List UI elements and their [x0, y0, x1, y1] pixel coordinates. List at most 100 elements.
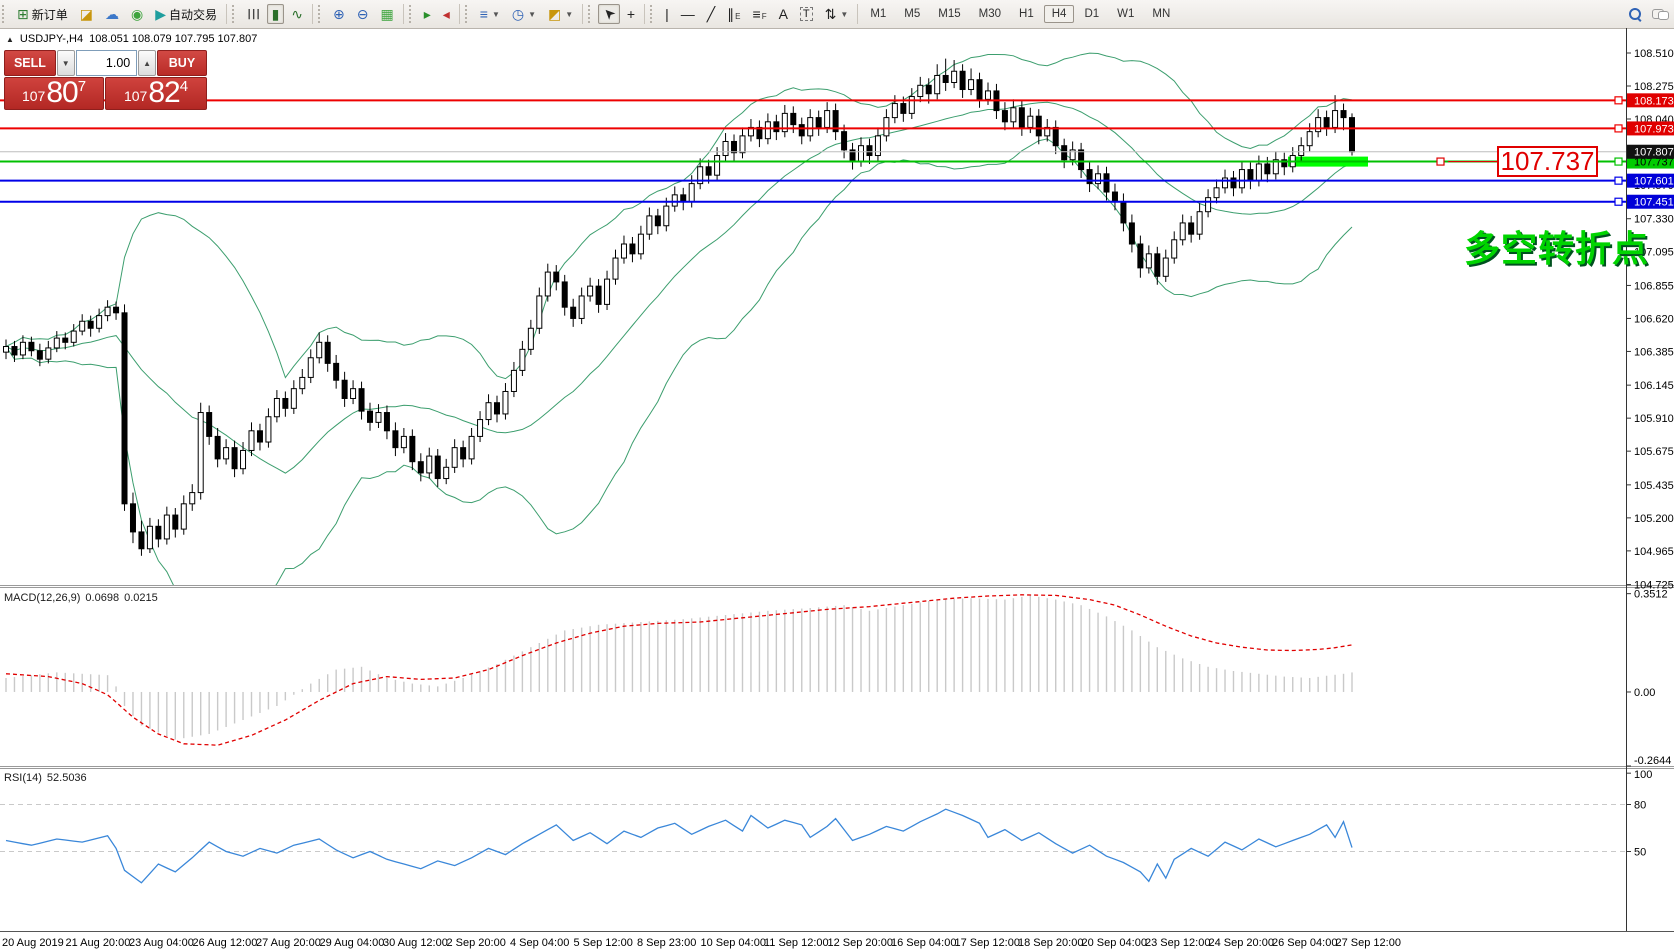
horizontal-line-icon: —: [680, 6, 695, 22]
chart-shift-button[interactable]: ◂: [438, 4, 455, 24]
svg-text:17 Sep 12:00: 17 Sep 12:00: [955, 937, 1020, 949]
chat-icon[interactable]: [1652, 8, 1669, 20]
autotrading-button-label: 自动交易: [168, 7, 217, 22]
svg-text:26 Sep 04:00: 26 Sep 04:00: [1272, 937, 1337, 949]
dropdown-arrow-icon[interactable]: ▼: [491, 9, 500, 19]
timeframe-d1-button[interactable]: D1: [1084, 8, 1100, 20]
volume-increase-button[interactable]: ▲: [138, 50, 156, 76]
svg-text:106.385: 106.385: [1634, 346, 1674, 358]
chart-canvas: 108.510108.275108.040107.805107.570107.3…: [0, 28, 1674, 949]
sell-button[interactable]: SELL: [4, 50, 56, 76]
line-chart-icon: ∿: [291, 6, 304, 22]
timeframe-h4-button[interactable]: H4: [1043, 5, 1075, 23]
svg-text:12 Sep 20:00: 12 Sep 20:00: [828, 937, 893, 949]
svg-text:5 Sep 12:00: 5 Sep 12:00: [574, 937, 633, 949]
svg-text:106.855: 106.855: [1634, 280, 1674, 292]
buy-price-prefix: 107: [123, 88, 148, 104]
templates-button[interactable]: ◩ ▼: [543, 4, 578, 24]
text-button[interactable]: A: [774, 4, 793, 24]
channel-button[interactable]: ∥ E: [722, 4, 745, 24]
line-chart-button[interactable]: ∿: [286, 4, 308, 24]
svg-text:50: 50: [1634, 847, 1646, 859]
svg-text:80: 80: [1634, 800, 1646, 812]
autotrading-button[interactable]: ▶ 自动交易: [150, 4, 222, 24]
timeframe-w1-button[interactable]: W1: [1117, 8, 1135, 20]
hline-object-107.451[interactable]: [0, 197, 1626, 206]
sell-price-button[interactable]: 107 80 7: [4, 77, 105, 110]
autoscroll-button[interactable]: ▸: [419, 4, 436, 24]
label-icon: T: [799, 7, 813, 21]
symbol-period-label: USDJPY-,H4: [19, 33, 84, 45]
arrows-button[interactable]: ⇅ ▼: [820, 4, 854, 24]
svg-text:21 Aug 20:00: 21 Aug 20:00: [66, 937, 131, 949]
new-order-button[interactable]: ⊞ 新订单: [12, 4, 73, 24]
label-anchor-square[interactable]: [1436, 157, 1445, 166]
timeframe-m30-button[interactable]: M30: [978, 8, 1002, 20]
dropdown-arrow-icon[interactable]: ▼: [565, 9, 574, 19]
macd-signal-value: 0.0215: [124, 592, 158, 604]
trendline-button[interactable]: ╱: [702, 4, 720, 24]
vertical-line-button[interactable]: |: [660, 4, 674, 24]
current-price-badge: 107.807: [1627, 144, 1674, 159]
svg-text:108.275: 108.275: [1634, 81, 1674, 93]
cursor-button[interactable]: ➤: [598, 4, 620, 24]
horizontal-line-button[interactable]: —: [676, 4, 700, 24]
turning-point-annotation[interactable]: 多空转折点: [1464, 228, 1650, 269]
zoom-out-icon: ⊖: [356, 6, 369, 22]
bollinger-bands: [5, 52, 1353, 585]
bar-chart-button[interactable]: ☰: [242, 4, 265, 24]
hline-object-107.973[interactable]: [0, 124, 1626, 133]
fibonacci-icon: ≡: [752, 6, 761, 22]
one-click-trading-panel: SELL ▼ 1.00 ▲ BUY 107 80 7 107 82 4: [4, 50, 208, 110]
hline-object-107.601[interactable]: [0, 176, 1626, 185]
main-toolbar: ⊞ 新订单 ◪ ☁ ◉ ▶ 自动交易 ☰ ▮ ∿ ⊕ ⊖ ▦ ▸ ◂ ≡ ▼ ◷ ▼ ◩ ▼ ➤ + | — ╱ ∥ E ≡ F A T ⇅ ▼ M…: [0, 0, 1674, 29]
buy-price-button[interactable]: 107 82 4: [105, 77, 207, 110]
candlesticks: [3, 58, 1355, 556]
zoom-in-button[interactable]: ⊕: [328, 4, 350, 24]
timeframe-m1-button[interactable]: M1: [870, 8, 887, 20]
macd-indicator-label: MACD(12,26,9) 0.0698 0.0215: [4, 592, 158, 604]
search-icon[interactable]: [1629, 7, 1642, 22]
fibonacci-button[interactable]: ≡ F: [748, 4, 772, 24]
profiles-button[interactable]: ☁: [100, 4, 124, 24]
collapse-panel-icon[interactable]: ▲: [6, 34, 14, 44]
timeframe-m15-button[interactable]: M15: [938, 8, 961, 20]
svg-text:108.510: 108.510: [1634, 48, 1674, 60]
timeframe-mn-button[interactable]: MN: [1152, 8, 1171, 20]
periods-button[interactable]: ◷ ▼: [507, 4, 541, 24]
timeframe-m5-button[interactable]: M5: [904, 8, 921, 20]
ohlc-values: 108.051 108.079 107.795 107.807: [89, 33, 258, 45]
dropdown-arrow-icon[interactable]: ▼: [528, 9, 537, 19]
price-text-label-object[interactable]: 107.737: [1497, 146, 1598, 177]
price-badge-107.451: 107.451: [1627, 194, 1674, 209]
candlestick-button[interactable]: ▮: [266, 4, 285, 24]
rsi-name: RSI(14): [4, 772, 42, 784]
arrows-icon: ⇅: [824, 6, 837, 22]
zoom-out-button[interactable]: ⊖: [352, 4, 374, 24]
label-button[interactable]: T: [795, 4, 818, 24]
hline-object-107.737[interactable]: [0, 157, 1626, 166]
channel-icon: ∥: [727, 6, 735, 22]
timeframe-h1-button[interactable]: H1: [1019, 8, 1034, 20]
svg-text:16 Sep 04:00: 16 Sep 04:00: [891, 937, 956, 949]
new-chart-button[interactable]: ◪: [75, 4, 98, 24]
crosshair-button[interactable]: +: [622, 4, 640, 24]
buy-button[interactable]: BUY: [156, 50, 208, 76]
templates-icon: ◩: [548, 6, 562, 22]
signals-button[interactable]: ◉: [126, 4, 148, 24]
tile-windows-button[interactable]: ▦: [375, 4, 398, 24]
svg-text:23 Aug 04:00: 23 Aug 04:00: [129, 937, 194, 949]
indicators-button[interactable]: ≡ ▼: [475, 4, 505, 24]
buy-price-main: 82: [148, 76, 180, 109]
price-badge-107.601: 107.601: [1627, 173, 1674, 188]
svg-text:104.725: 104.725: [1634, 580, 1674, 592]
svg-text:100: 100: [1634, 769, 1652, 781]
dropdown-arrow-icon[interactable]: ▼: [840, 9, 849, 19]
bar-chart-icon: ☰: [245, 7, 262, 21]
hline-object-108.173[interactable]: [0, 96, 1626, 105]
volume-input[interactable]: 1.00: [75, 50, 138, 76]
svg-text:10 Sep 04:00: 10 Sep 04:00: [701, 937, 766, 949]
volume-decrease-button[interactable]: ▼: [56, 50, 75, 76]
indicator-axis-ticks: 0.3512 0.00 -0.2644 100 80 50: [1626, 589, 1671, 859]
